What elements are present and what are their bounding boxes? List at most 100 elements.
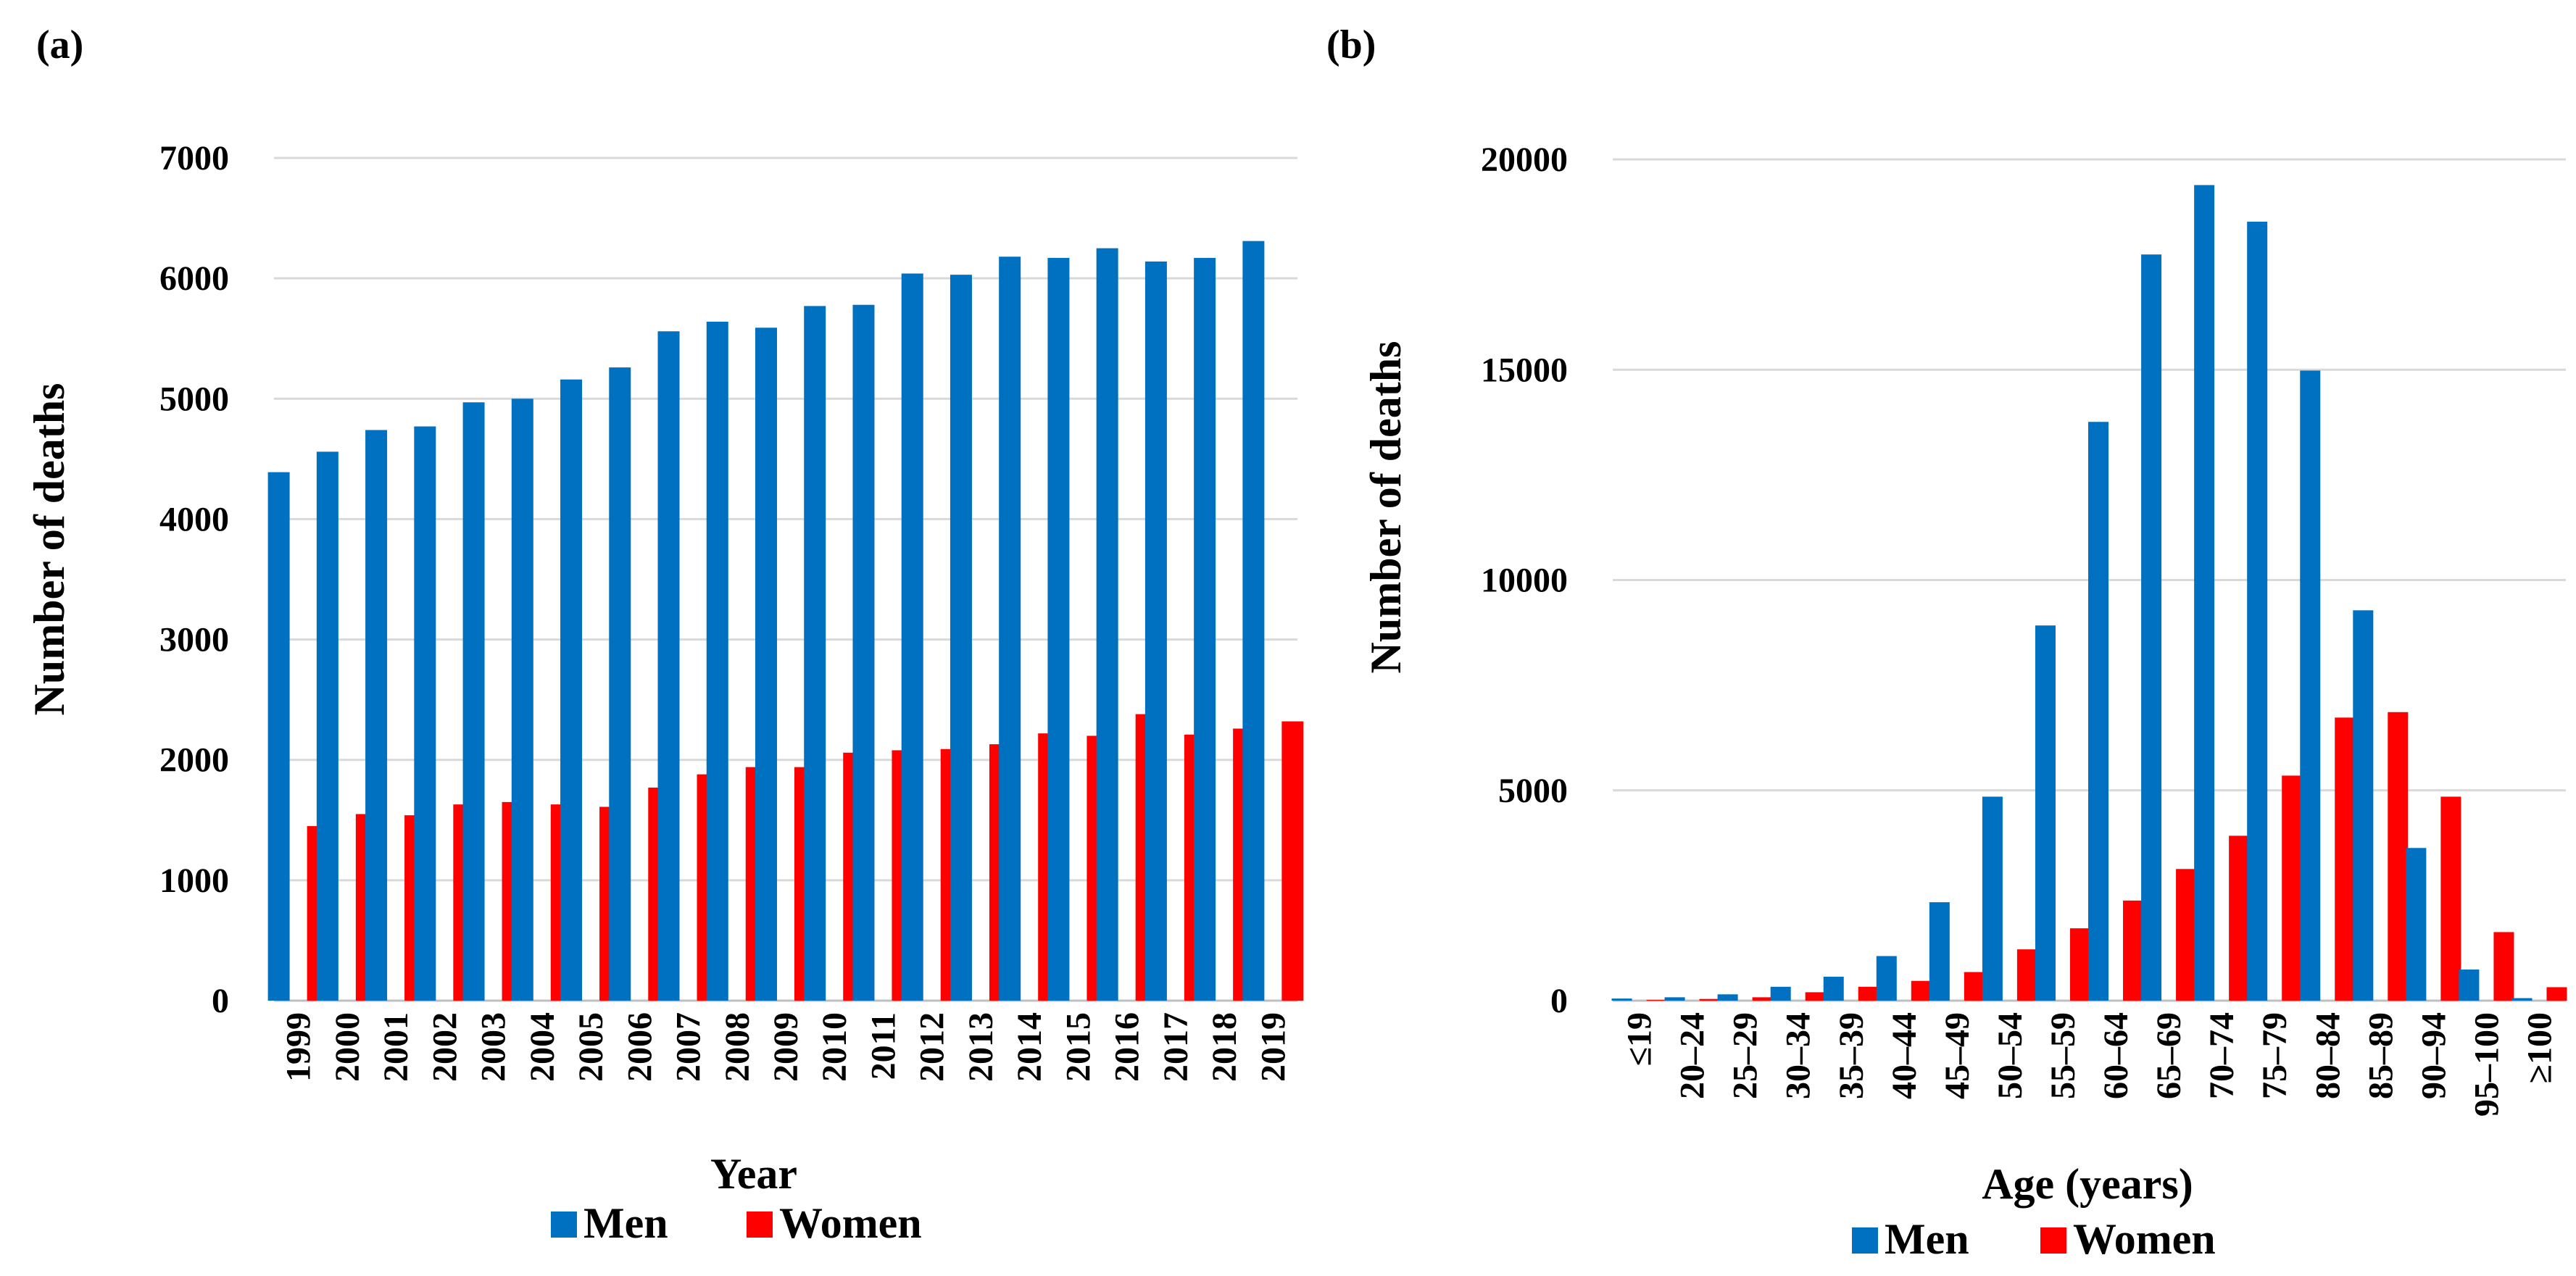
panel-a-x-tick-label: 2010 (815, 1012, 854, 1082)
panel-a-x-tick-label: 2017 (1157, 1012, 1195, 1082)
panel-a-y-axis-title: Number of deaths (25, 383, 73, 716)
panel-b-bar-women (2493, 932, 2514, 1001)
panel-b-x-tick-label: ≥100 (2520, 1012, 2559, 1083)
panel-a-x-tick-label: 2013 (962, 1012, 1000, 1082)
panel-a-y-tick-label: 4000 (159, 500, 229, 538)
legend-women-swatch (747, 1212, 773, 1238)
panel-b-bar-men (1929, 902, 1950, 1001)
panel-b-bar-men (2459, 969, 2480, 1001)
panel-b-x-tick-label: 20–24 (1674, 1012, 1712, 1099)
panel-a-label: (a) (36, 22, 83, 67)
panel-a-x-tick-label: 2006 (620, 1012, 659, 1082)
panel-a-x-tick-label: 2014 (1010, 1012, 1049, 1082)
panel-b-y-axis-title: Number of deaths (1362, 341, 1410, 674)
panel-a-bar-men (1096, 248, 1118, 1001)
panel-b-bar-women (2335, 717, 2356, 1001)
panel-a-bar-women (1281, 721, 1304, 1001)
panel-a-x-tick-label: 2003 (475, 1012, 513, 1082)
panel-b-bar-men (2247, 221, 2268, 1001)
panel-a-bar-men (755, 328, 777, 1001)
panel-b-bar-women (2229, 835, 2250, 1001)
panel-b-y-tick-label: 0 (1550, 982, 1568, 1020)
panel-b-bar-women (1805, 992, 1826, 1001)
panel-a-bar-men (657, 331, 680, 1001)
panel-b-x-tick-label: 65–69 (2150, 1012, 2188, 1099)
panel-a-legend: Men Women (551, 1199, 922, 1247)
panel-a-chart: (a) Number of deaths Year Men Women 0 100… (25, 22, 1304, 1247)
panel-a-x-tick-label: 2015 (1059, 1012, 1097, 1082)
panel-b-bar-women (2176, 869, 2197, 1001)
panel-a-bar-men (267, 472, 290, 1001)
panel-b-bar-men (1823, 976, 1844, 1001)
panel-a-bar-men (852, 304, 875, 1001)
panel-b-bar-women (1646, 999, 1667, 1001)
legend-men-swatch (551, 1212, 577, 1238)
panel-a-bar-men (511, 399, 533, 1001)
panel-a-x-tick-label: 1999 (280, 1012, 318, 1082)
panel-b-bar-women (1858, 986, 1879, 1001)
panel-b-chart: (b) Number of deaths Age (years) Men Wom… (1326, 22, 2567, 1263)
panel-b-x-tick-label: 45–49 (1938, 1012, 1977, 1099)
panel-a-y-tick-label: 7000 (159, 139, 229, 178)
panel-b-bar-men (1982, 796, 2003, 1001)
panel-b-bar-women (2440, 796, 2461, 1001)
panel-b-bar-men (1770, 986, 1791, 1001)
panel-a-x-tick-label: 2005 (572, 1012, 610, 1082)
panel-a-x-tick-label: 2008 (718, 1012, 757, 1082)
panel-b-x-tick-label: 70–74 (2203, 1012, 2241, 1099)
panel-b-x-tick-label: 85–89 (2361, 1012, 2400, 1099)
panel-b-bar-men (2300, 370, 2321, 1001)
panel-b-x-tick-label: 55–59 (2044, 1012, 2082, 1099)
panel-a-bar-men (950, 275, 972, 1001)
panel-b-bar-men (2511, 998, 2533, 1001)
panel-b-x-tick-label: 30–34 (1779, 1012, 1818, 1099)
panel-a-y-tick-label: 1000 (159, 862, 229, 900)
panel-b-bar-women (2069, 928, 2090, 1001)
panel-a-bar-men (316, 451, 338, 1001)
panel-b-x-tick-label: ≤19 (1621, 1012, 1659, 1066)
panel-b-bar-men (2035, 625, 2056, 1001)
panel-b-x-tick-label: 95–100 (2467, 1012, 2506, 1117)
legend-men-label: Men (583, 1199, 668, 1247)
panel-b-x-tick-label: 35–39 (1832, 1012, 1871, 1099)
panel-b-bar-men (1876, 956, 1897, 1001)
panel-b-x-tick-label: 80–84 (2309, 1012, 2347, 1099)
panel-a-y-tick-label: 5000 (159, 380, 229, 418)
panel-a-bar-men (706, 321, 728, 1001)
panel-b-bar-women (2123, 900, 2144, 1001)
panel-b-x-tick-label: 75–79 (2256, 1012, 2294, 1099)
panel-b-bar-men (1717, 994, 1738, 1001)
panel-a-bar-men (804, 306, 826, 1001)
panel-a-bar-men (1194, 257, 1216, 1001)
legend-women-label: Women (2073, 1215, 2216, 1263)
panel-a-bar-men (999, 257, 1021, 1001)
panel-a-y-tick-label: 0 (212, 982, 229, 1020)
panel-b-y-tick-label: 10000 (1481, 562, 1568, 600)
panel-a-x-tick-label: 2001 (377, 1012, 415, 1082)
panel-b-bar-women (1964, 972, 1985, 1001)
panel-a-bar-men (901, 273, 923, 1001)
panel-b-bar-women (1911, 980, 1932, 1001)
panel-a-bar-men (609, 367, 631, 1001)
panel-a-bar-men (1242, 241, 1265, 1001)
panel-b-label: (b) (1326, 22, 1376, 67)
panel-b-bar-women (2546, 987, 2567, 1001)
panel-a-x-tick-label: 2018 (1205, 1012, 1244, 1082)
panel-a-x-tick-label: 2000 (328, 1012, 367, 1082)
panel-a-y-tick-label: 3000 (159, 621, 229, 659)
panel-a-bar-men (1047, 257, 1070, 1001)
panel-a-x-tick-label: 2009 (767, 1012, 805, 1082)
panel-a-bar-men (462, 402, 485, 1001)
panel-b-bar-men (2353, 610, 2374, 1001)
panel-b-y-tick-label: 15000 (1481, 351, 1568, 389)
panel-a-x-tick-label: 2016 (1108, 1012, 1147, 1082)
panel-a-x-tick-label: 2002 (425, 1012, 464, 1082)
panel-b-x-tick-label: 50–54 (1991, 1012, 2029, 1099)
panel-a-x-tick-label: 2011 (864, 1012, 902, 1080)
panel-a-bar-men (365, 430, 388, 1001)
legend-women-swatch (2040, 1227, 2066, 1254)
panel-a-x-tick-label: 2007 (670, 1012, 708, 1082)
panel-b-bar-men (2194, 185, 2215, 1001)
panel-b-bar-men (2141, 254, 2162, 1001)
panel-b-x-axis-title: Age (years) (1982, 1160, 2193, 1208)
